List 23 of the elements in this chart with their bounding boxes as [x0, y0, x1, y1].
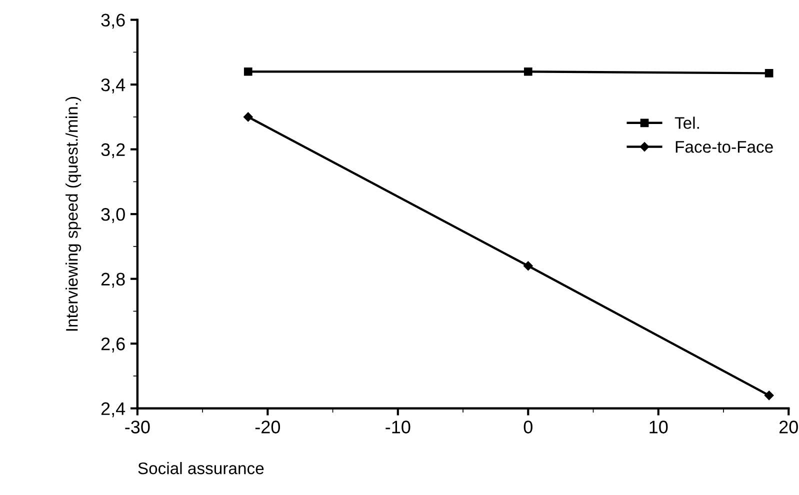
point — [764, 69, 774, 78]
x-tick-label: 20 — [779, 420, 798, 434]
y-tick-label: 3,6 — [101, 14, 125, 29]
y-axis-title: Interviewing speed (quest./min.) — [66, 97, 82, 331]
point — [244, 112, 253, 122]
y-tick-label: 3,0 — [101, 208, 125, 223]
y-tick-label: 2,4 — [101, 402, 126, 418]
point — [524, 67, 532, 76]
legend-label: Tel. — [674, 116, 699, 129]
x-axis-title: Social assurance — [138, 462, 264, 474]
y-tick-label: 2,8 — [101, 272, 125, 288]
legend-label: Face-to-Face — [676, 141, 773, 153]
y-tick-label: 3,2 — [101, 143, 125, 158]
x-tick-label: -20 — [255, 420, 280, 434]
x-tick-label: -30 — [125, 420, 150, 434]
y-tick-label: 2,6 — [101, 338, 125, 352]
x-tick-label: 10 — [650, 420, 668, 434]
y-tick-label: 3,4 — [101, 78, 126, 94]
point — [764, 390, 774, 400]
x-tick-label: -10 — [386, 420, 410, 434]
x-tick-label: 0 — [524, 420, 532, 434]
point — [244, 67, 252, 76]
point — [524, 261, 533, 271]
